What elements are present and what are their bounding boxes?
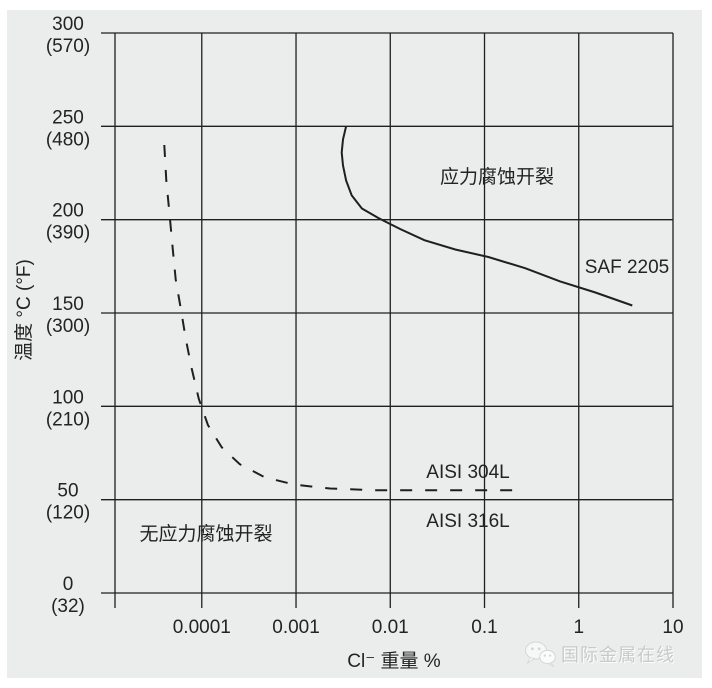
annotation-no-scc-region: 无应力腐蚀开裂 (139, 523, 272, 545)
annotation-saf-2205: SAF 2205 (585, 257, 670, 278)
annotation-aisi-316l: AISI 316L (426, 511, 509, 532)
y-tick-label-f: (300) (46, 316, 90, 337)
x-tick-label: 0.0001 (173, 617, 231, 638)
y-tick-label-f: (120) (46, 503, 90, 524)
annotation-aisi-304l: AISI 304L (426, 462, 509, 483)
watermark-text: 国际金属在线 (561, 645, 675, 665)
curve-aisi-304l-aisi-316l (163, 144, 515, 492)
y-tick-label-c: 0 (63, 574, 74, 595)
x-tick-label: 1 (573, 617, 584, 638)
chart-panel (7, 10, 702, 678)
curve-saf-2205 (340, 126, 633, 307)
y-tick-label-f: (32) (51, 596, 85, 617)
y-tick-label-f: (570) (46, 36, 90, 57)
y-tick-label-f: (210) (46, 409, 90, 430)
x-tick-label: 0.1 (471, 617, 497, 638)
y-tick-label-c: 50 (57, 481, 78, 502)
y-tick-label-f: (390) (46, 223, 90, 244)
x-tick-label: 0.01 (372, 617, 409, 638)
watermark: 国际金属在线 (524, 640, 675, 668)
y-tick-label-c: 300 (52, 14, 84, 35)
annotation-scc-region: 应力腐蚀开裂 (440, 166, 554, 188)
x-tick-label: 0.001 (272, 617, 320, 638)
y-axis-title: 温度 °C (°F) (13, 259, 35, 361)
y-tick-label-c: 150 (52, 294, 84, 315)
x-axis-title: Cl⁻ 重量 % (347, 650, 441, 672)
x-tick-label: 10 (662, 617, 683, 638)
wechat-icon (525, 641, 556, 667)
y-tick-label-f: (480) (46, 129, 90, 150)
y-tick-label-c: 250 (52, 107, 84, 128)
y-tick-label-c: 100 (52, 387, 84, 408)
y-tick-label-c: 200 (52, 201, 84, 222)
